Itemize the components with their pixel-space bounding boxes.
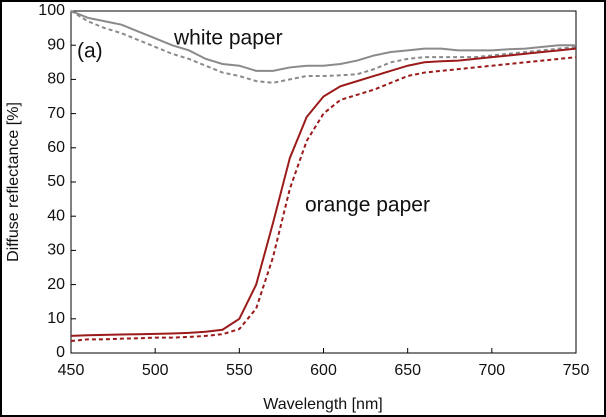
y-tick-label: 0 <box>56 344 65 361</box>
x-tick-label: 500 <box>142 362 169 379</box>
y-tick-label: 60 <box>47 139 65 156</box>
data-line <box>70 10 576 72</box>
data-line <box>70 47 577 337</box>
annotation: white paper <box>173 27 283 50</box>
annotation: orange paper <box>305 194 430 217</box>
annotation: (a) <box>77 40 103 63</box>
data-line <box>70 10 577 84</box>
y-axis-label: Diffuse reflectance [%] <box>5 102 22 262</box>
x-tick-label: 450 <box>58 362 85 379</box>
x-axis-label: Wavelength [nm] <box>263 396 382 413</box>
x-tick-label: 700 <box>478 362 505 379</box>
y-tick-label: 30 <box>47 242 65 259</box>
x-tick-label: 600 <box>310 362 337 379</box>
y-tick-label: 70 <box>47 105 65 122</box>
y-tick-label: 40 <box>47 207 65 224</box>
y-tick-label: 20 <box>47 276 65 293</box>
x-tick-label: 650 <box>394 362 421 379</box>
x-tick-label: 750 <box>563 362 590 379</box>
y-tick-label: 90 <box>47 36 65 53</box>
y-tick-label: 80 <box>47 71 65 88</box>
y-tick-label: 10 <box>47 310 65 327</box>
data-line <box>70 56 577 343</box>
y-tick-label: 50 <box>47 173 65 190</box>
y-tick-label: 100 <box>38 2 65 19</box>
x-tick-label: 550 <box>226 362 253 379</box>
